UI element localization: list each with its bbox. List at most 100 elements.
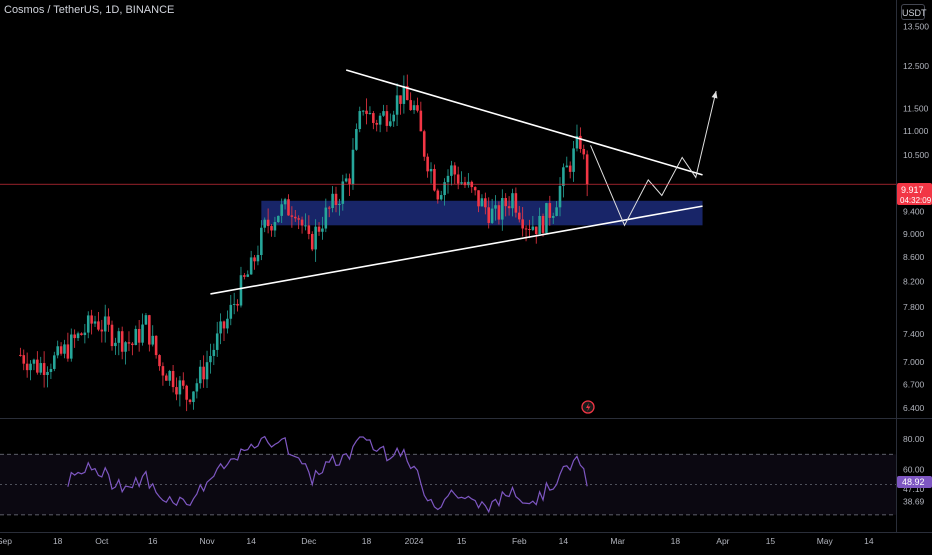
candle-body [419, 110, 423, 132]
candle-body [372, 113, 375, 123]
candle-body [141, 324, 144, 343]
candle-body [63, 344, 66, 354]
candle-body [266, 219, 270, 227]
candle-body [331, 193, 334, 209]
candle-body [181, 380, 185, 386]
candle-body [443, 182, 446, 196]
candle-body [165, 375, 168, 381]
candle-body [490, 208, 494, 223]
candle-body [582, 148, 586, 155]
time-tick-label: 2024 [405, 536, 424, 546]
rsi-current-badge [897, 476, 932, 488]
candle-body [219, 321, 222, 334]
candle-body [355, 129, 358, 150]
candle-body [175, 387, 178, 395]
candle-body [232, 303, 236, 305]
candle-body [209, 355, 212, 363]
candle-body [134, 328, 138, 346]
symbol-title[interactable]: Cosmos / TetherUS, 1D, BINANCE [4, 4, 175, 16]
candle-body [127, 342, 131, 344]
price-tick-label: 9.400 [903, 207, 925, 217]
candle-body [433, 168, 436, 191]
candle-body [93, 321, 97, 324]
candle-body [243, 275, 246, 277]
candle-body [324, 207, 328, 229]
candle-body [22, 355, 26, 364]
candle-body [110, 324, 114, 347]
candle-body [375, 122, 379, 125]
candle-body [32, 359, 36, 364]
candle-body [555, 207, 558, 216]
rsi-pane[interactable] [0, 420, 896, 532]
currency-button[interactable]: USDT [901, 4, 927, 20]
candle-body [389, 121, 392, 126]
candle-body [161, 366, 165, 376]
time-tick-label: Apr [716, 536, 729, 546]
candle-body [73, 334, 76, 339]
price-tick-label: 8.200 [903, 276, 925, 286]
candle-body [446, 175, 450, 183]
candle-body [114, 342, 117, 347]
projection-path[interactable] [590, 90, 717, 227]
candle-body [558, 186, 562, 208]
rsi-current-value: 48.92 [902, 477, 925, 487]
rsi-axis[interactable]: 80.00 60.00 47.10 38.69 [903, 434, 925, 507]
projection-arrow-icon [711, 91, 718, 99]
rsi-line[interactable] [67, 435, 588, 514]
candle-body [69, 334, 73, 359]
rsi-tick-label: 47.10 [903, 484, 925, 494]
candle-body [504, 198, 507, 207]
candle-body [97, 321, 100, 330]
time-axis[interactable]: Sep 18 Oct 16 Nov 14 Dec 18 2024 15 Feb 14 Mar 18 Apr 1… [0, 536, 874, 546]
lower-trendline[interactable] [210, 205, 703, 295]
candle-body [25, 363, 29, 371]
candle-body [59, 346, 63, 354]
candle-body [249, 257, 253, 275]
price-tick-label: 11.500 [903, 104, 929, 114]
candle-body [402, 86, 406, 104]
candle-body [484, 198, 487, 208]
candle-body [256, 255, 260, 262]
candle-body [368, 113, 372, 115]
candle-body [348, 178, 351, 185]
candle-body [517, 212, 521, 220]
last-price-badge [897, 183, 932, 205]
time-tick-label: Feb [512, 536, 527, 546]
event-marker[interactable] [581, 400, 595, 414]
candle-body [42, 363, 46, 376]
upper-trendline[interactable] [345, 69, 703, 176]
time-tick-label: Dec [301, 536, 317, 546]
price-tick-label: 7.400 [903, 329, 925, 339]
candle-body [297, 218, 300, 220]
candle-body [409, 100, 412, 111]
candle-body [467, 181, 470, 186]
candle-body [80, 333, 83, 336]
candle-body [463, 182, 467, 186]
candle-body [246, 274, 250, 277]
candle-body [66, 344, 70, 359]
candle-body [436, 190, 440, 200]
candle-body [572, 148, 575, 172]
time-tick-label: 18 [53, 536, 63, 546]
price-tick-label: 10.500 [903, 150, 929, 160]
last-price-value: 9.917 [901, 185, 924, 195]
time-tick-label: Oct [95, 536, 109, 546]
rsi-current-tag: 48.92 [897, 476, 932, 488]
candle-body [202, 366, 205, 380]
candle-body [480, 198, 484, 207]
candle-body [56, 346, 59, 356]
candle-body [378, 115, 382, 125]
price-axis[interactable]: 13.500 12.500 11.500 11.000 10.500 9.400 9.000… [903, 22, 929, 413]
candle-body [226, 318, 229, 329]
candle-body [195, 383, 199, 392]
candle-body [327, 207, 331, 209]
candle-body [365, 110, 368, 114]
candle-body [551, 215, 555, 218]
rsi-tick-label: 80.00 [903, 434, 925, 444]
candle-body [154, 335, 158, 356]
candle-body [507, 206, 511, 209]
time-tick-label: 18 [362, 536, 372, 546]
candle-body [521, 219, 524, 229]
